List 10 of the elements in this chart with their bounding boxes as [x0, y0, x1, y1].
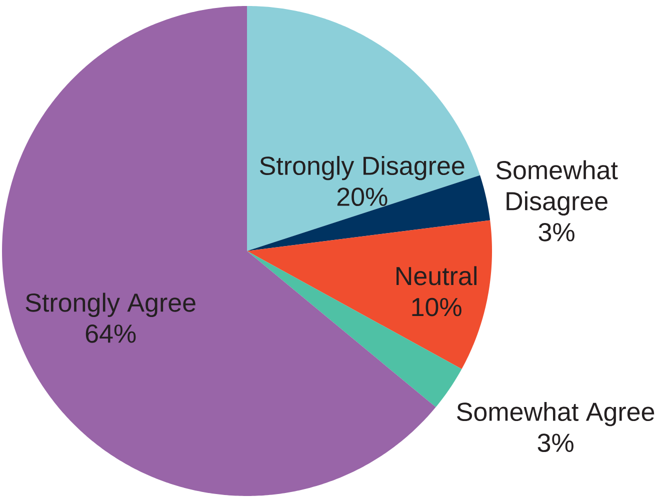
data-label: 3% [538, 222, 574, 242]
data-label: 10% [412, 298, 462, 316]
data-label: 20% [337, 188, 388, 206]
data-label: 3% [538, 434, 574, 452]
slice-label: Neutral [396, 266, 476, 286]
slice-label: Strongly Agree [26, 292, 196, 318]
slice-label: Somewhat Disagree [496, 160, 618, 216]
data-label: 64% [86, 324, 136, 343]
slice-label: Somewhat Agree [457, 402, 654, 426]
slice-label: Strongly Disagree [260, 156, 464, 180]
